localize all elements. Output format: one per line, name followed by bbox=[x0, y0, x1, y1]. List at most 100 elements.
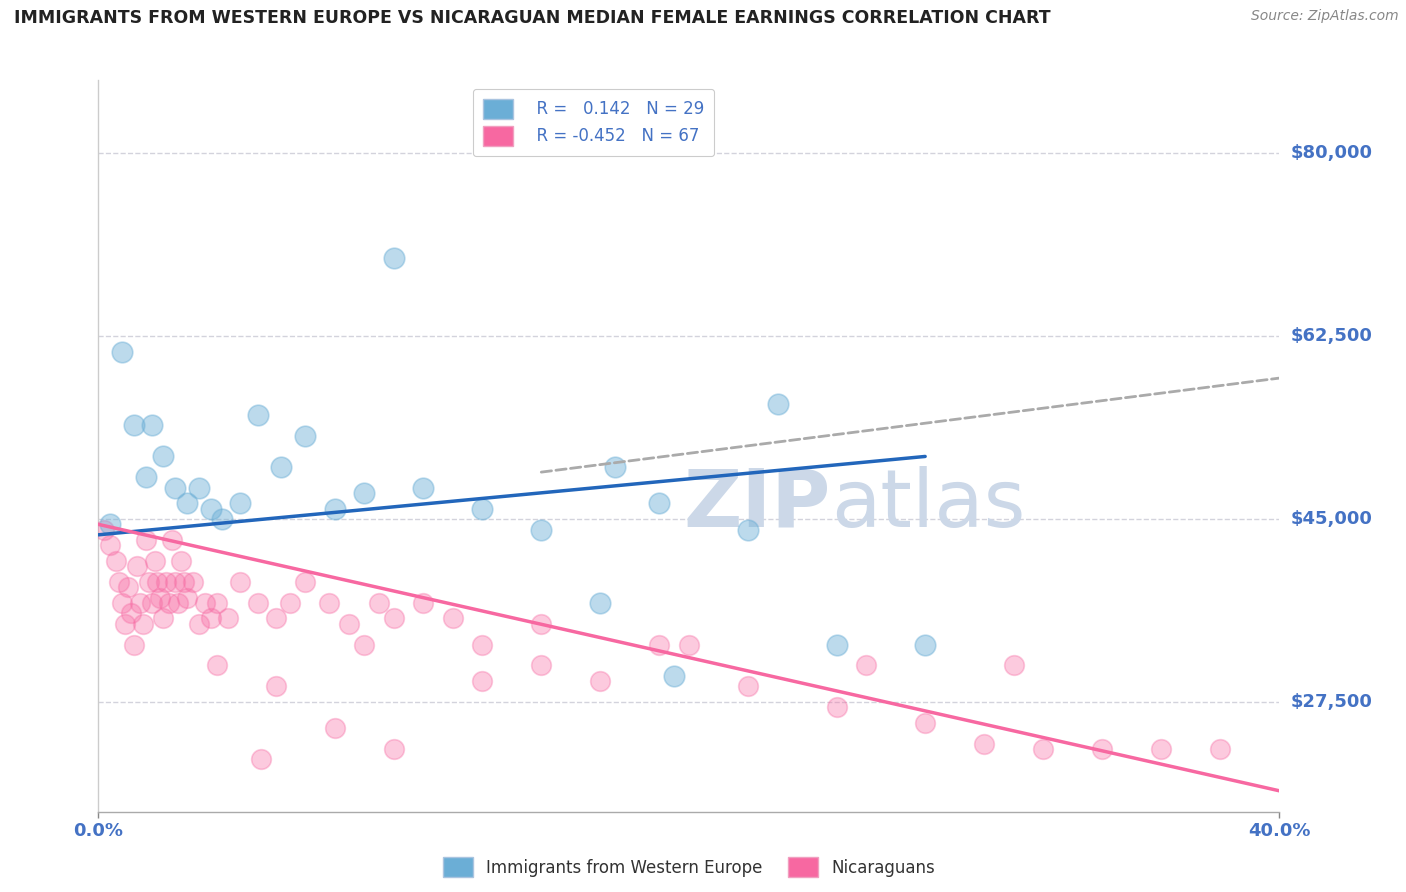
Point bbox=[664, 669, 686, 683]
Point bbox=[323, 721, 346, 735]
Text: IMMIGRANTS FROM WESTERN EUROPE VS NICARAGUAN MEDIAN FEMALE EARNINGS CORRELATION : IMMIGRANTS FROM WESTERN EUROPE VS NICARA… bbox=[14, 9, 1050, 27]
Point bbox=[229, 496, 252, 510]
Legend: Immigrants from Western Europe, Nicaraguans: Immigrants from Western Europe, Nicaragu… bbox=[436, 850, 942, 884]
Point bbox=[165, 574, 187, 589]
Point bbox=[93, 523, 115, 537]
Text: ZIP: ZIP bbox=[683, 466, 831, 543]
Point bbox=[1209, 742, 1232, 756]
Point bbox=[530, 658, 553, 673]
Point bbox=[412, 481, 434, 495]
Point bbox=[205, 596, 228, 610]
Point bbox=[1002, 658, 1025, 673]
Point bbox=[294, 574, 316, 589]
Point bbox=[471, 501, 494, 516]
Point bbox=[162, 533, 183, 547]
Point bbox=[122, 638, 145, 652]
Point bbox=[412, 596, 434, 610]
Point bbox=[135, 533, 157, 547]
Point bbox=[278, 596, 302, 610]
Point bbox=[382, 251, 405, 265]
Point bbox=[264, 679, 287, 693]
Y-axis label: Median Female Earnings: Median Female Earnings bbox=[0, 352, 7, 540]
Point bbox=[250, 752, 273, 766]
Point bbox=[152, 450, 174, 464]
Point bbox=[135, 470, 157, 484]
Point bbox=[471, 638, 494, 652]
Text: atlas: atlas bbox=[831, 466, 1025, 543]
Point bbox=[98, 538, 121, 552]
Point bbox=[167, 596, 190, 610]
Point bbox=[176, 496, 198, 510]
Point bbox=[246, 596, 269, 610]
Point bbox=[914, 715, 936, 730]
Point bbox=[187, 616, 209, 631]
Point bbox=[530, 616, 553, 631]
Point bbox=[353, 638, 375, 652]
Point bbox=[170, 554, 193, 568]
Text: $62,500: $62,500 bbox=[1291, 327, 1372, 345]
Point bbox=[173, 574, 195, 589]
Point bbox=[648, 496, 671, 510]
Point bbox=[187, 481, 209, 495]
Point bbox=[200, 501, 222, 516]
Point bbox=[530, 523, 553, 537]
Point bbox=[200, 611, 222, 625]
Point bbox=[98, 517, 121, 532]
Point bbox=[382, 742, 405, 756]
Point bbox=[141, 418, 163, 433]
Point bbox=[648, 638, 671, 652]
Point bbox=[678, 638, 700, 652]
Point bbox=[117, 580, 139, 594]
Point bbox=[382, 611, 405, 625]
Point bbox=[152, 611, 174, 625]
Point bbox=[318, 596, 340, 610]
Point bbox=[294, 428, 316, 442]
Point bbox=[264, 611, 287, 625]
Point bbox=[108, 574, 131, 589]
Point bbox=[229, 574, 252, 589]
Point bbox=[1091, 742, 1114, 756]
Point bbox=[825, 638, 848, 652]
Point bbox=[122, 418, 145, 433]
Point bbox=[211, 512, 233, 526]
Point bbox=[353, 486, 375, 500]
Point bbox=[194, 596, 217, 610]
Point bbox=[471, 674, 494, 689]
Point bbox=[111, 345, 134, 359]
Point bbox=[149, 591, 172, 605]
Point bbox=[120, 606, 142, 620]
Point bbox=[1032, 742, 1054, 756]
Point bbox=[825, 700, 848, 714]
Point bbox=[270, 459, 292, 474]
Point bbox=[246, 408, 269, 422]
Point bbox=[766, 397, 789, 411]
Point bbox=[605, 459, 627, 474]
Text: $80,000: $80,000 bbox=[1291, 145, 1372, 162]
Point bbox=[589, 596, 612, 610]
Point bbox=[138, 574, 160, 589]
Point bbox=[143, 554, 166, 568]
Point bbox=[165, 481, 187, 495]
Point bbox=[146, 574, 169, 589]
Point bbox=[132, 616, 155, 631]
Point bbox=[1150, 742, 1173, 756]
Point bbox=[105, 554, 128, 568]
Point bbox=[368, 596, 391, 610]
Point bbox=[914, 638, 936, 652]
Point bbox=[973, 737, 995, 751]
Point bbox=[128, 596, 150, 610]
Point bbox=[111, 596, 134, 610]
Text: Source: ZipAtlas.com: Source: ZipAtlas.com bbox=[1251, 9, 1399, 23]
Point bbox=[176, 591, 198, 605]
Point bbox=[217, 611, 239, 625]
Point bbox=[114, 616, 136, 631]
Text: $27,500: $27,500 bbox=[1291, 693, 1372, 711]
Point bbox=[441, 611, 464, 625]
Point bbox=[855, 658, 877, 673]
Point bbox=[737, 523, 759, 537]
Point bbox=[337, 616, 360, 631]
Point bbox=[323, 501, 346, 516]
Point bbox=[155, 574, 177, 589]
Point bbox=[181, 574, 204, 589]
Point bbox=[125, 559, 148, 574]
